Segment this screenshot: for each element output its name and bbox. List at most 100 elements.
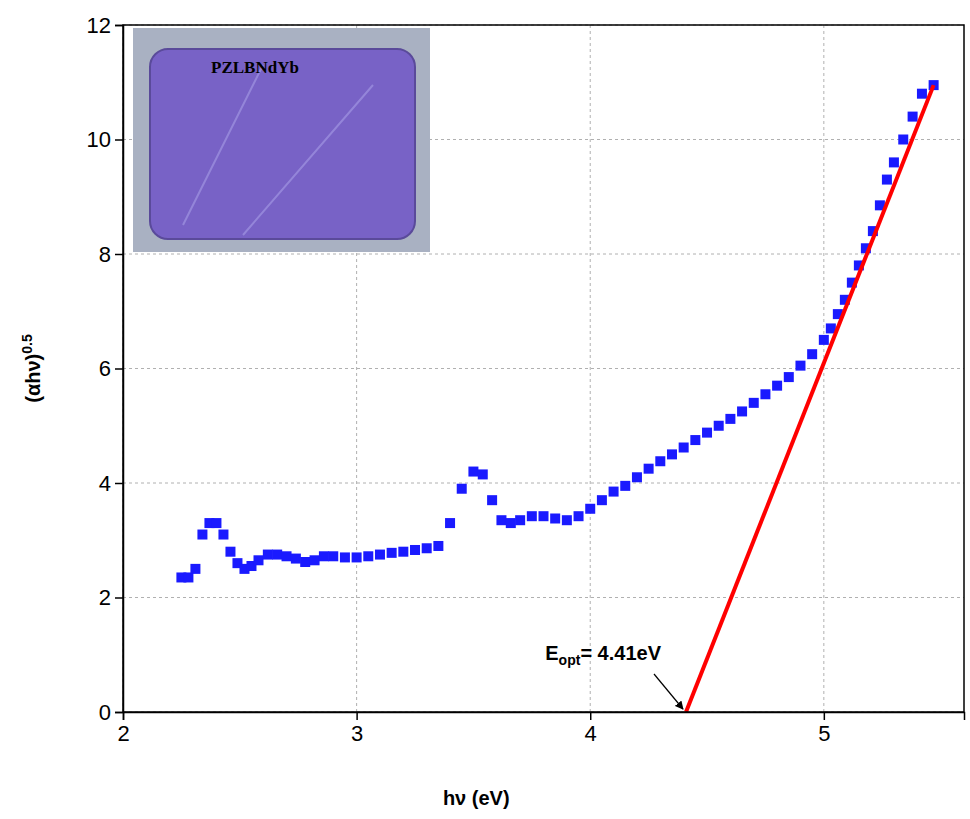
data-point [387,548,397,558]
tick: 12 [87,13,123,38]
data-point [772,381,782,391]
data-point [550,513,560,523]
data-point [574,511,584,521]
data-point [468,467,478,477]
data-point [539,511,549,521]
data-point [527,511,537,521]
y-axis-title-main: (αhν) [22,354,44,403]
axis-line [115,26,124,713]
tick: 6 [99,356,123,381]
data-point [609,487,619,497]
tick: 8 [99,242,123,267]
y-axis-title: (αhν)0.5 [19,334,44,403]
data-point [291,554,301,564]
tick-mark [590,712,592,720]
grid-line [590,25,591,712]
tick: 4 [585,712,597,746]
y-axis-title-superscript: 0.5 [19,334,35,354]
data-point [300,557,310,567]
tick-label: 10 [87,127,111,152]
tick-label: 2 [99,585,111,610]
data-point [197,530,207,540]
plot: PZLBNdYb2345024681012 [87,13,965,746]
grid [123,25,964,712]
data-point [410,545,420,555]
y-axis: 024681012 [87,13,124,725]
data-point [211,518,221,528]
tick: 10 [87,127,123,152]
data-point [506,518,516,528]
tick-label: 2 [117,721,129,746]
data-point [679,443,689,453]
annotation-arrow [654,674,683,709]
data-point [632,472,642,482]
data-point [496,515,506,525]
data-point [644,464,654,474]
data-point [667,449,677,459]
x-axis-title: hν (eV) [443,787,510,809]
tick-mark [115,483,123,485]
data-point [737,406,747,416]
grid-line [123,483,964,484]
data-point [760,389,770,399]
data-point [457,484,467,494]
data-point [807,349,817,359]
data-point [889,157,899,167]
tick-mark [824,712,826,720]
tick-mark [115,368,123,370]
grid-line [123,254,964,255]
data-point [445,518,455,528]
tick-label: 0 [99,700,111,725]
data-point [882,175,892,185]
data-point [328,551,338,561]
tick-mark [115,139,123,141]
inset-glass [150,49,415,239]
data-point [597,495,607,505]
tick-label: 4 [585,721,597,746]
data-point [282,551,292,561]
data-point [340,552,350,562]
data-point [478,469,488,479]
tick-label: 3 [351,721,363,746]
data-point [190,564,200,574]
data-point [218,530,228,540]
data-point [655,456,665,466]
tick: 3 [351,712,363,746]
axis-line [124,713,965,721]
chart: PZLBNdYb2345024681012hν (eV)(αhν)0.5Eopt… [0,0,970,819]
annotation-suffix: = 4.41eV [580,642,661,664]
grid-line [123,368,964,369]
tick-mark [115,597,123,599]
data-point [433,541,443,551]
frame [123,25,964,712]
data-point [272,550,282,560]
data-point [562,515,572,525]
tick: 2 [99,585,123,610]
x-axis: 2 3 4 5 [117,712,964,746]
tick-mark [115,25,123,27]
marks [176,80,938,712]
data-point [352,552,362,562]
tick-mark [115,254,123,256]
tick: 5 [818,712,830,746]
data-point [908,112,918,122]
tick-label: 6 [99,356,111,381]
data-point [319,551,329,561]
tick: 0 [99,700,123,725]
tick: 2 [117,712,129,746]
grid-line [123,597,964,598]
inset: PZLBNdYb [133,28,430,252]
data-point [725,414,735,424]
data-point [784,372,794,382]
inset-background [133,28,430,252]
data-point [398,547,408,557]
data-point [702,428,712,438]
data-point [714,421,724,431]
data-point [690,435,700,445]
tick-label: 8 [99,242,111,267]
data-point [310,555,320,565]
tick-mark [356,712,358,720]
data-point [819,335,829,345]
annotation: Eopt= 4.41eV [545,642,661,668]
data-point [375,550,385,560]
